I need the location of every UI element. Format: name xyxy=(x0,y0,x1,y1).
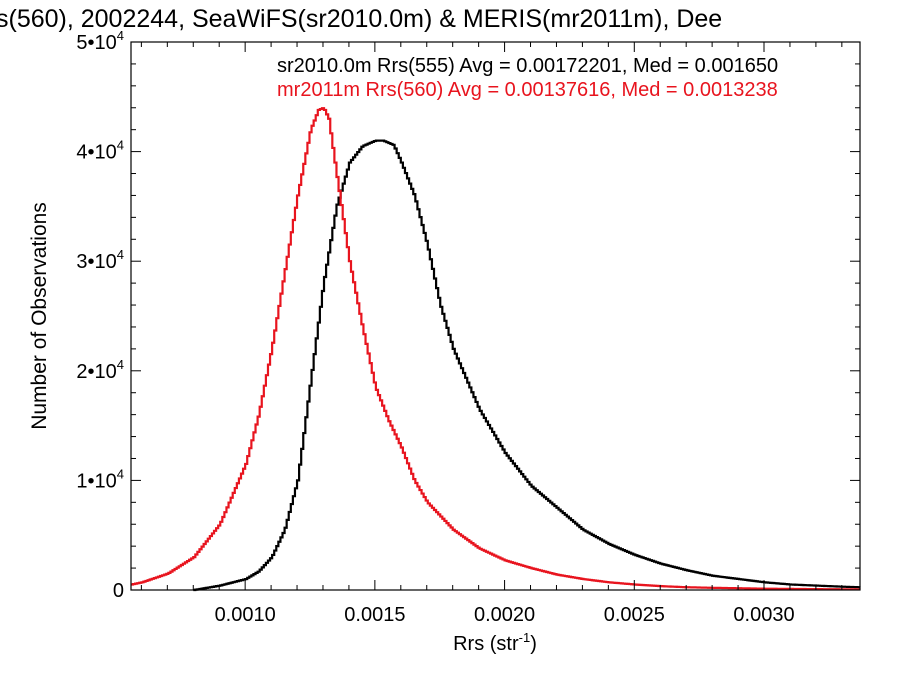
x-tick-label: 0.0010 xyxy=(215,604,276,626)
x-axis-label-superscript: -1 xyxy=(519,630,531,645)
legend-entry-black: sr2010.0m Rrs(555) Avg = 0.00172201, Med… xyxy=(277,55,778,77)
plot-frame xyxy=(130,41,861,591)
y-tick-label: 0 xyxy=(113,580,124,602)
x-tick-label: 0.0030 xyxy=(733,604,794,626)
y-axis: 0 1•104 2•104 3•104 4•104 5•104 xyxy=(76,28,860,602)
x-tick-label: 0.0015 xyxy=(344,604,405,626)
series-seawifs-rrs555-line xyxy=(193,139,861,592)
series-group xyxy=(131,107,861,592)
legend-entry-red: mr2011m Rrs(560) Avg = 0.00137616, Med =… xyxy=(277,79,778,101)
x-axis: 0.0010 0.0015 0.0020 0.0025 0.0030 xyxy=(140,42,843,626)
x-axis-label-end: ) xyxy=(530,633,537,655)
x-axis-label: Rrs (str-1) xyxy=(453,630,537,655)
series-meris-rrs560-line xyxy=(131,107,861,591)
x-tick-label: 0.0020 xyxy=(474,604,535,626)
chart-title: s(560), 2002244, SeaWiFS(sr2010.0m) & ME… xyxy=(0,5,722,33)
y-tick-label: 4•104 xyxy=(76,138,124,164)
y-tick-label: 1•104 xyxy=(76,466,124,492)
y-axis-label: Number of Observations xyxy=(28,202,51,430)
y-tick-label: 3•104 xyxy=(76,247,124,273)
y-tick-label: 2•104 xyxy=(76,357,124,383)
x-axis-label-main: Rrs (str xyxy=(453,633,519,655)
y-tick-label: 5•104 xyxy=(76,28,124,54)
x-tick-label: 0.0025 xyxy=(604,604,665,626)
